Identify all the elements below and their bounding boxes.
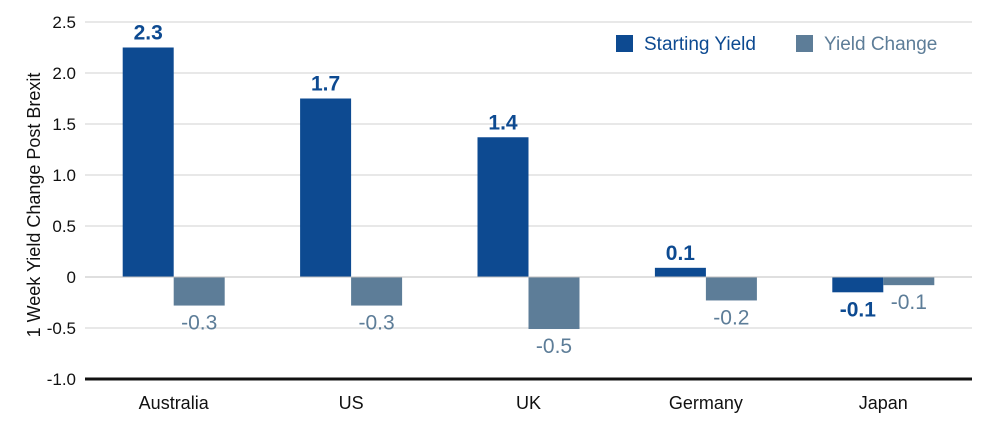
bar-yield-change: [528, 277, 580, 330]
x-tick-label: Japan: [859, 393, 908, 413]
y-axis-title: 1 Week Yield Change Post Brexit: [24, 73, 44, 338]
data-label: 2.3: [134, 22, 163, 45]
legend-swatch: [616, 35, 633, 52]
legend-label: Starting Yield: [644, 34, 756, 55]
bar-starting-yield: [477, 137, 529, 277]
bar-yield-change: [883, 277, 935, 286]
data-label: -0.2: [713, 306, 749, 329]
bar-yield-change: [173, 277, 225, 306]
y-tick-label: 0: [67, 268, 76, 287]
y-tick-label: 1.0: [52, 166, 76, 185]
bar-starting-yield: [654, 267, 706, 277]
bar-starting-yield: [122, 47, 174, 277]
x-tick-label: US: [339, 393, 364, 413]
data-label: -0.3: [359, 312, 395, 335]
data-label: 1.7: [311, 73, 340, 96]
x-tick-label: UK: [516, 393, 541, 413]
x-tick-label: Germany: [669, 393, 743, 413]
axes: [85, 276, 972, 381]
y-tick-label: 2.5: [52, 13, 76, 32]
data-label: -0.1: [840, 298, 877, 321]
y-tick-label: 0.5: [52, 217, 76, 236]
legend-label: Yield Change: [824, 34, 937, 55]
bar-yield-change: [705, 277, 757, 301]
data-label: 0.1: [666, 242, 696, 265]
labels: 2.5 2.0 1.5 1.0 0.5 0 -0.5 -1.0 2.3 -0.3 Australia…: [47, 13, 927, 413]
y-tick-label: 2.0: [52, 64, 76, 83]
legend: Starting Yield Yield Change: [616, 34, 937, 55]
bar-yield-change: [351, 277, 403, 306]
x-tick-label: Australia: [139, 393, 210, 413]
y-tick-label: -1.0: [47, 370, 76, 389]
bars: [122, 47, 935, 330]
data-label: -0.5: [536, 335, 572, 358]
data-label: 1.4: [488, 111, 518, 134]
bar-starting-yield: [832, 277, 884, 293]
data-label: -0.1: [891, 291, 927, 314]
bar-starting-yield: [300, 98, 352, 277]
data-label: -0.3: [181, 312, 217, 335]
legend-swatch: [796, 35, 813, 52]
y-tick-label: 1.5: [52, 115, 76, 134]
y-tick-label: -0.5: [47, 319, 76, 338]
